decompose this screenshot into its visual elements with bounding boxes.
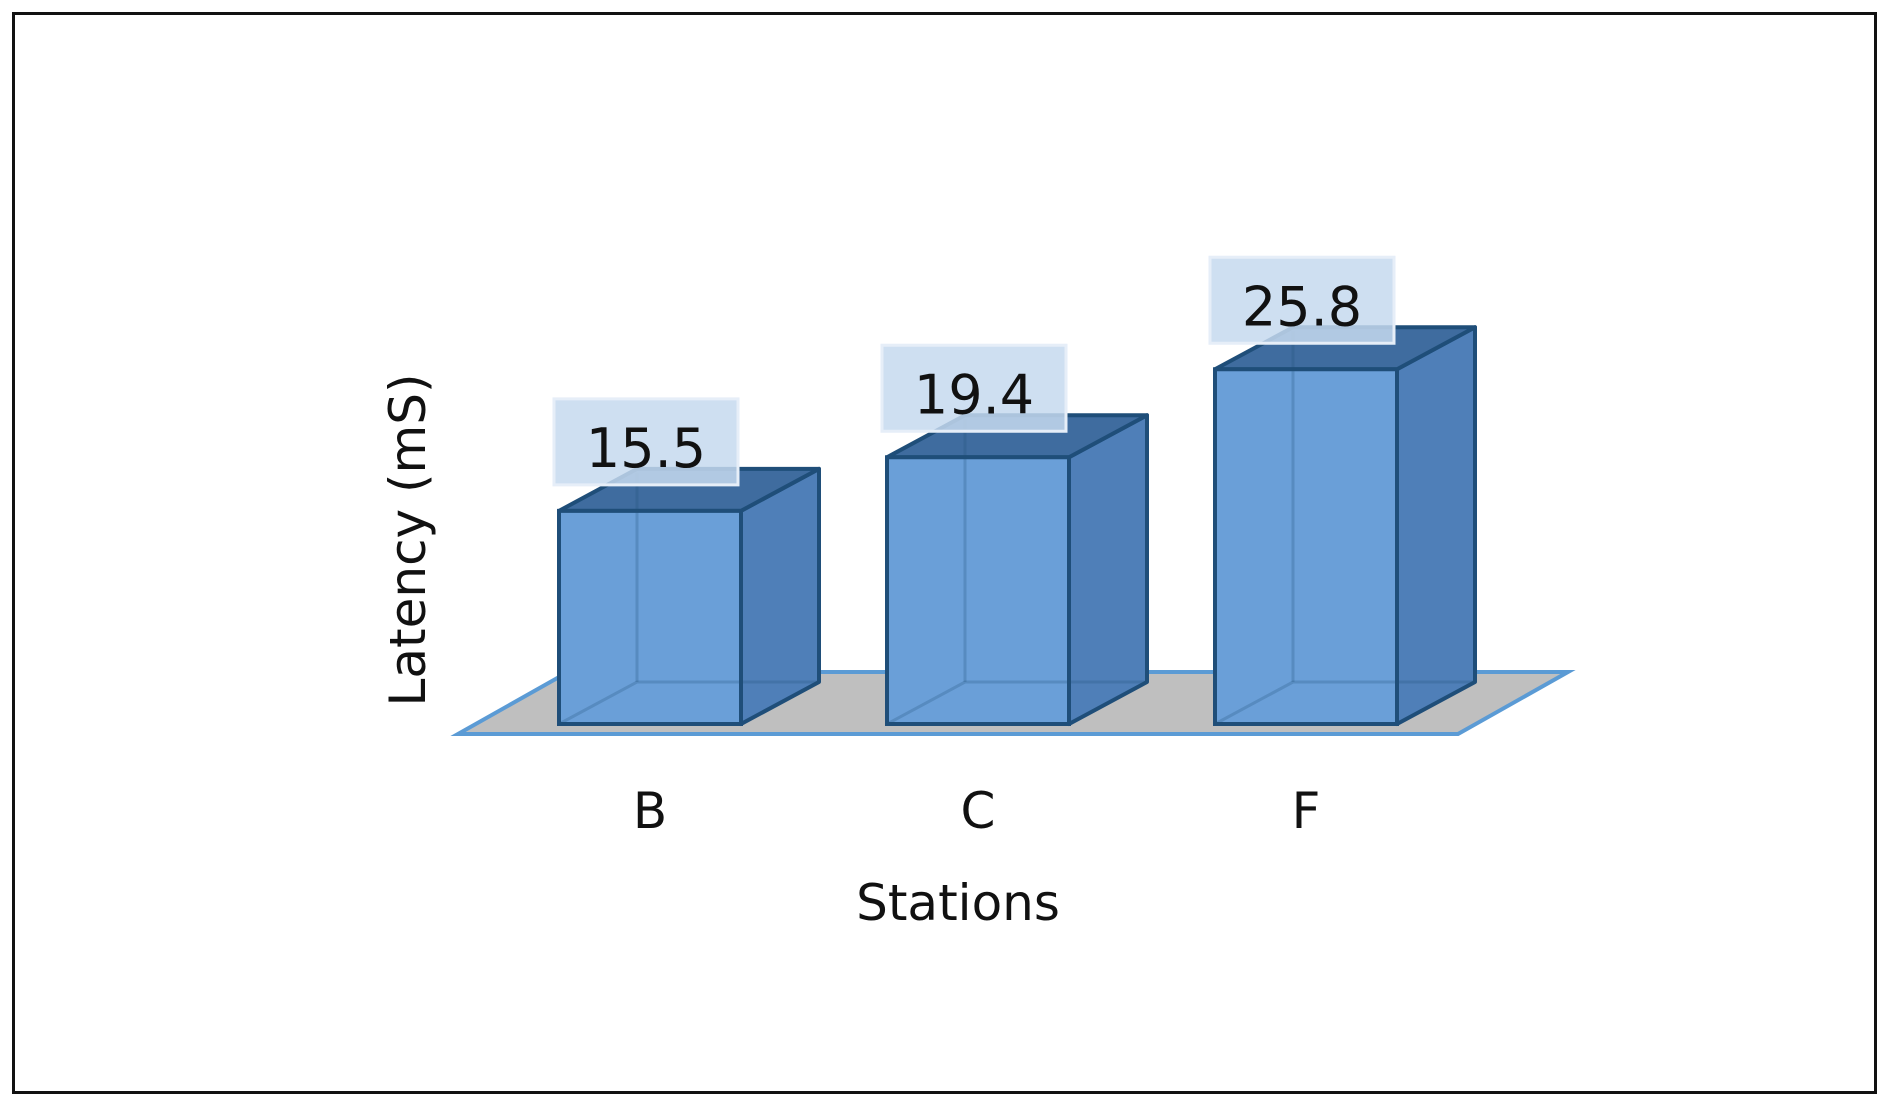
x-tick-label: B xyxy=(633,782,667,840)
bar-side-face xyxy=(739,466,821,726)
x-axis-title: Stations xyxy=(856,874,1060,932)
bar-front-face xyxy=(1213,367,1399,726)
data-label-box xyxy=(1208,255,1396,345)
data-label-text: 19.4 xyxy=(914,363,1034,426)
bar-floor-edge xyxy=(886,680,1147,726)
data-labels-layer: 15.5 19.4 25.8 xyxy=(552,255,1396,487)
y-axis-title: Latency (mS) xyxy=(379,374,437,707)
bar-floor-edge xyxy=(1214,680,1475,726)
bar-front-face xyxy=(885,455,1071,726)
data-label: 15.5 xyxy=(552,397,740,487)
bar-front-face xyxy=(557,508,743,726)
data-label-box xyxy=(880,343,1068,433)
data-label-box xyxy=(552,397,740,487)
x-tick-label: C xyxy=(961,782,996,840)
bar xyxy=(1213,325,1477,726)
data-label: 25.8 xyxy=(1208,255,1396,345)
bar xyxy=(557,466,821,726)
bar-floor-edge xyxy=(558,680,819,726)
data-label: 19.4 xyxy=(880,343,1068,433)
bar xyxy=(885,413,1149,726)
data-label-text: 15.5 xyxy=(586,417,706,480)
x-tick-label: F xyxy=(1292,782,1321,840)
bar-side-face xyxy=(1395,325,1477,726)
bar-side-face xyxy=(1067,413,1149,726)
data-label-text: 25.8 xyxy=(1242,275,1362,338)
bars-layer xyxy=(557,325,1477,726)
